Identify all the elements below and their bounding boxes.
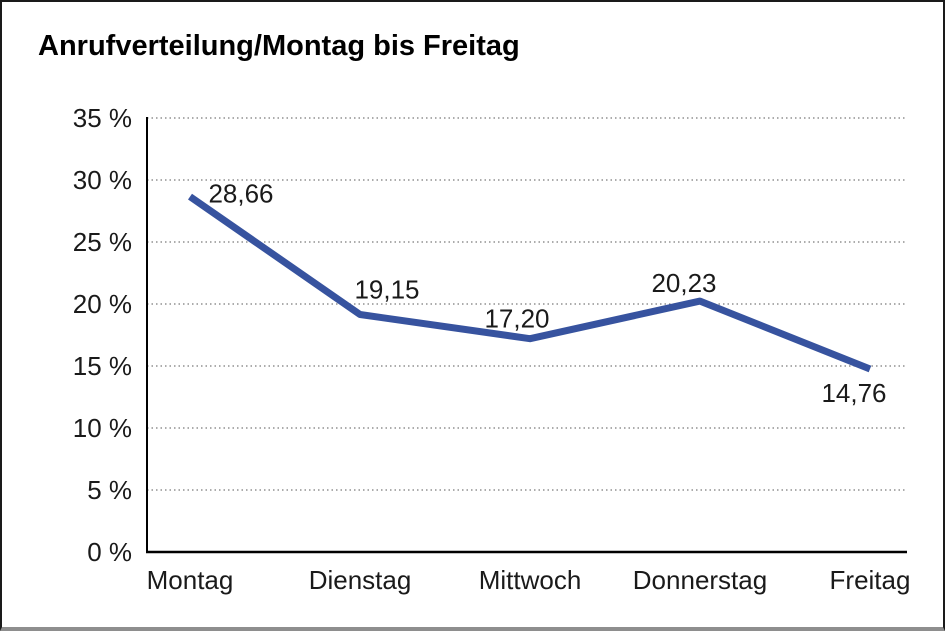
chart-title: Anrufverteilung/Montag bis Freitag	[38, 30, 520, 62]
data-point-label: 17,20	[484, 304, 549, 334]
data-line	[188, 193, 872, 373]
x-category-label: Montag	[147, 565, 234, 595]
data-point-label: 14,76	[821, 378, 886, 408]
x-category-label: Donnerstag	[633, 565, 767, 595]
data-point-label: 19,15	[354, 275, 419, 305]
data-point-label: 20,23	[651, 268, 716, 298]
y-tick-label: 35 %	[73, 103, 132, 133]
x-category-label: Dienstag	[309, 565, 412, 595]
x-category-label: Mittwoch	[479, 565, 582, 595]
y-tick-label: 20 %	[73, 289, 132, 319]
y-tick-label: 5 %	[87, 475, 132, 505]
y-tick-label: 25 %	[73, 227, 132, 257]
y-tick-label: 30 %	[73, 165, 132, 195]
data-point-label: 28,66	[208, 179, 273, 209]
x-category-label: Freitag	[830, 565, 911, 595]
y-tick-label: 15 %	[73, 351, 132, 381]
y-tick-label: 10 %	[73, 413, 132, 443]
y-tick-label: 0 %	[87, 537, 132, 567]
